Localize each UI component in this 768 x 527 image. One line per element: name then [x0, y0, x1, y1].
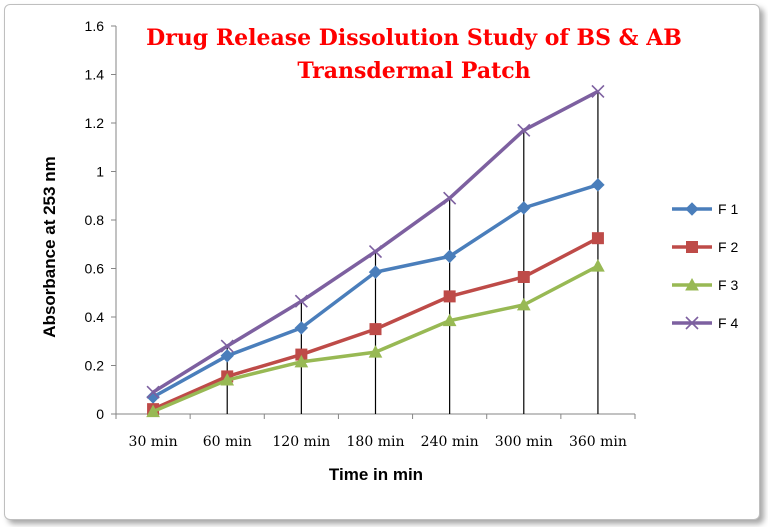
- y-tick-label: 1: [96, 164, 104, 180]
- legend-marker-f2: [686, 241, 698, 253]
- x-tick-label: 240 min: [421, 434, 479, 450]
- x-tick-label: 120 min: [272, 434, 330, 450]
- data-point-f3: [516, 297, 531, 311]
- y-axis: 0 0.2 0.4 0.6 0.8 1 1.2 1.4 1.6: [85, 18, 116, 422]
- data-point-f1: [220, 349, 234, 363]
- legend-label-f4: F 4: [718, 315, 738, 331]
- data-point-f4: [294, 294, 308, 308]
- y-tick-label: 1.4: [85, 67, 105, 83]
- data-point-f1: [442, 249, 457, 264]
- x-axis-label: Time in min: [329, 465, 423, 484]
- x-tick-label: 60 min: [203, 434, 252, 450]
- data-point-f4: [591, 84, 605, 99]
- legend-marker-f3: [685, 277, 699, 291]
- chart-frame: Drug Release Dissolution Study of BS & A…: [4, 4, 760, 520]
- data-point-f3: [368, 345, 383, 358]
- x-tick-label: 360 min: [569, 434, 627, 450]
- data-point-f3: [442, 313, 457, 327]
- data-point-f2: [443, 290, 456, 303]
- legend-marker-f4: [685, 316, 699, 330]
- data-point-f1: [368, 265, 383, 279]
- chart-title-line-1: Drug Release Dissolution Study of BS & A…: [146, 25, 682, 51]
- data-point-f2: [591, 232, 604, 245]
- line-chart: Drug Release Dissolution Study of BS & A…: [40, 18, 738, 484]
- y-tick-label: 0: [96, 406, 104, 422]
- y-tick-label: 1.2: [85, 115, 105, 131]
- data-point-f4: [146, 385, 160, 399]
- data-point-f4: [220, 339, 234, 353]
- y-axis-label: Absorbance at 253 nm: [40, 156, 59, 337]
- legend: F 1 F 2 F 3 F 4: [672, 201, 738, 331]
- x-tick-label: 180 min: [347, 434, 405, 450]
- y-tick-label: 0.8: [85, 212, 105, 228]
- x-axis: 30 min 60 min 120 min 180 min 240 min 300 min…: [115, 414, 636, 450]
- x-tick-label: 300 min: [495, 434, 553, 450]
- data-point-f4: [517, 123, 531, 137]
- chart-title-line-2: Transdermal Patch: [297, 58, 530, 84]
- data-point-f3: [294, 354, 309, 368]
- legend-marker-f1: [685, 202, 699, 216]
- data-point-f1: [591, 178, 605, 192]
- legend-label-f1: F 1: [718, 201, 738, 217]
- y-tick-label: 0.6: [85, 261, 105, 277]
- data-point-f4: [368, 244, 383, 259]
- series-group: [146, 84, 605, 418]
- data-point-f3: [146, 404, 160, 418]
- y-tick-label: 0.4: [85, 309, 105, 325]
- data-point-f2: [369, 323, 382, 336]
- data-point-f1: [294, 321, 309, 335]
- data-point-f1: [146, 390, 160, 404]
- y-tick-label: 1.6: [85, 18, 105, 34]
- data-point-f3: [220, 373, 235, 386]
- data-point-f1: [517, 201, 531, 215]
- y-tick-label: 0.2: [85, 358, 105, 374]
- data-point-f2: [517, 270, 530, 283]
- data-point-f4: [443, 191, 457, 205]
- data-point-f3: [591, 259, 605, 272]
- legend-label-f3: F 3: [718, 277, 738, 293]
- x-tick-label: 30 min: [129, 434, 178, 450]
- legend-label-f2: F 2: [718, 239, 738, 255]
